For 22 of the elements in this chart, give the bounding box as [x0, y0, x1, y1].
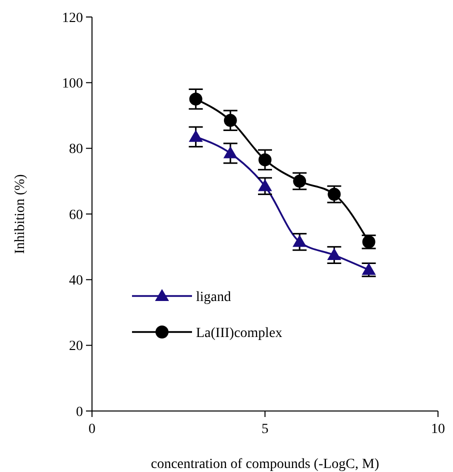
point	[189, 92, 202, 106]
y-tick-label: 20	[69, 339, 83, 354]
y-tick-label: 120	[62, 10, 83, 26]
x-tick-label: 0	[88, 422, 96, 437]
y-axis-title: Inhibition (%)	[13, 174, 28, 254]
point	[223, 146, 238, 158]
x-tick-label: 5	[262, 422, 268, 437]
legend-label: La(III)complex	[196, 326, 282, 341]
point	[188, 130, 203, 142]
point	[258, 179, 272, 192]
y-tick-label: 100	[62, 76, 83, 92]
y-tick-label: 0	[76, 404, 83, 420]
point	[327, 248, 342, 260]
x-axis-title: concentration of compounds (-LogC, M)	[150, 457, 380, 472]
point	[258, 153, 272, 166]
legend-label: ligand	[196, 290, 231, 305]
y-tick-label: 80	[69, 142, 83, 158]
x-tick-label: 10	[431, 422, 445, 437]
y-tick-label: 40	[69, 274, 83, 289]
y-tick-label: 60	[69, 208, 83, 223]
point	[224, 114, 237, 127]
point	[292, 234, 307, 247]
